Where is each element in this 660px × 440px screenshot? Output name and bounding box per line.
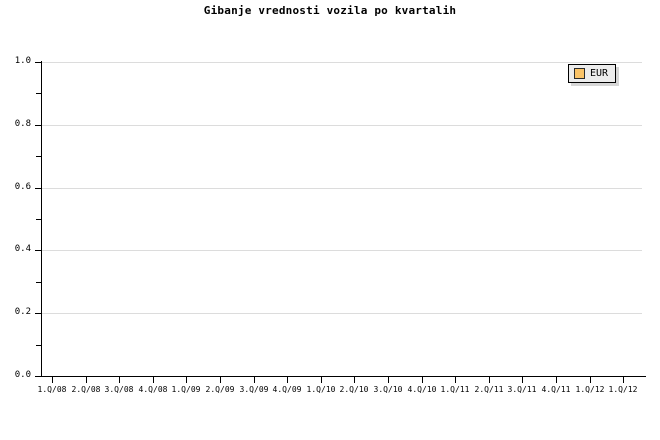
y-axis-tick-label: 0.2 — [14, 307, 31, 318]
x-axis-tick-label: 3.Q/11 — [507, 385, 537, 394]
x-axis-tick — [321, 377, 322, 383]
x-axis-tick — [186, 377, 187, 383]
gridline — [41, 124, 642, 126]
x-axis-tick — [220, 377, 221, 383]
x-axis-tick-label: 4.Q/09 — [272, 385, 302, 394]
x-axis-tick-label: 2.Q/08 — [71, 385, 101, 394]
x-axis-tick — [119, 377, 120, 383]
y-axis-tick-label: 0.4 — [14, 244, 31, 255]
legend-swatch-eur — [574, 68, 585, 79]
x-axis-tick — [153, 377, 154, 383]
y-axis-tick — [35, 250, 41, 252]
x-axis-tick — [354, 377, 355, 383]
y-axis-tick — [35, 124, 41, 126]
x-axis-tick — [86, 377, 87, 383]
x-axis-line — [41, 376, 646, 377]
y-axis-tick-label: 0.8 — [14, 118, 31, 129]
y-axis-minor-tick — [36, 156, 41, 158]
x-axis-tick-label: 1.Q/11 — [440, 385, 470, 394]
chart-legend[interactable]: EUR — [568, 64, 617, 83]
y-axis-tick — [35, 187, 41, 189]
x-axis-tick — [522, 377, 523, 383]
x-axis-tick — [52, 377, 53, 383]
y-axis-minor-tick — [36, 281, 41, 283]
x-axis-tick — [287, 377, 288, 383]
y-axis-line — [41, 61, 42, 377]
y-axis-minor-tick — [36, 219, 41, 220]
y-axis-tick-label: 0.0 — [14, 370, 31, 380]
y-axis-minor-tick — [36, 93, 41, 95]
legend-label-eur: EUR — [590, 68, 609, 79]
x-axis-tick-label: 3.Q/10 — [373, 385, 403, 394]
x-axis-tick-label: 1.Q/12 — [608, 385, 638, 394]
chart-title: Gibanje vrednosti vozila po kvartalih — [203, 4, 457, 17]
y-axis-tick-label: 0.6 — [14, 181, 31, 192]
x-axis-tick-label: 2.Q/09 — [205, 385, 235, 394]
x-axis-tick — [254, 377, 255, 383]
x-axis-tick-label: 2.Q/11 — [474, 385, 504, 394]
x-axis-tick — [489, 377, 490, 383]
y-axis-tick — [35, 313, 41, 315]
y-axis-tick — [35, 376, 41, 377]
x-axis-tick-label: 3.Q/09 — [239, 385, 269, 394]
plot-area — [41, 62, 642, 376]
x-axis-tick — [590, 377, 591, 383]
x-axis-tick — [422, 377, 423, 383]
x-axis-tick — [623, 377, 624, 383]
x-axis-tick-label: 4.Q/10 — [407, 385, 437, 394]
x-axis-tick — [455, 377, 456, 383]
x-axis-tick — [556, 377, 557, 383]
x-axis-tick-label: 1.Q/09 — [171, 385, 201, 394]
x-axis-tick-label: 1.Q/12 — [575, 385, 605, 394]
x-axis-tick-label: 3.Q/08 — [104, 385, 134, 394]
gridline — [41, 62, 642, 63]
y-axis-tick-label: 1.0 — [14, 56, 31, 66]
y-axis-minor-tick — [36, 344, 41, 346]
gridline — [41, 250, 642, 252]
x-axis-tick-label: 2.Q/10 — [339, 385, 369, 394]
x-axis-tick-label: 4.Q/08 — [138, 385, 168, 394]
y-axis-tick — [35, 62, 41, 63]
x-axis-tick-label: 1.Q/08 — [37, 385, 67, 394]
x-axis-tick-label: 4.Q/11 — [541, 385, 571, 394]
x-axis-tick — [388, 377, 389, 383]
gridline — [41, 313, 642, 315]
gridline — [41, 187, 642, 189]
x-axis-tick-label: 1.Q/10 — [306, 385, 336, 394]
